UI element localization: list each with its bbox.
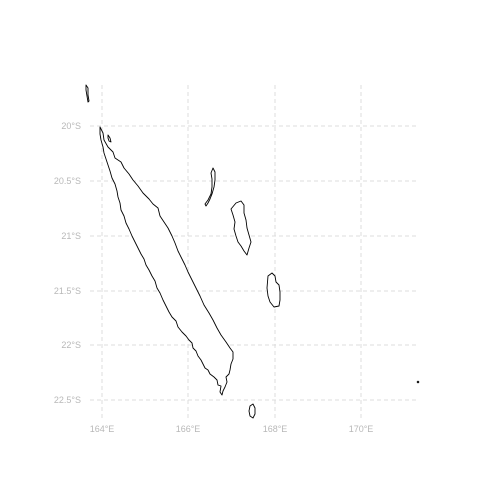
isle-of-pines <box>249 404 255 418</box>
lon-label: 164°E <box>90 424 115 434</box>
belep-islet <box>86 85 89 102</box>
grande-terre <box>100 127 233 395</box>
lon-label: 170°E <box>349 424 374 434</box>
lat-label: 20°S <box>61 121 81 131</box>
lon-label: 166°E <box>176 424 201 434</box>
lon-label: 168°E <box>263 424 288 434</box>
lifou <box>231 201 251 255</box>
lat-label: 20.5°S <box>54 176 81 186</box>
graticule <box>90 85 418 418</box>
walpole-dot <box>417 381 419 383</box>
lat-label: 21.5°S <box>54 286 81 296</box>
coastlines <box>86 85 419 418</box>
ouvea <box>205 168 215 206</box>
mare <box>267 273 280 307</box>
lat-label: 22°S <box>61 340 81 350</box>
lat-label: 21°S <box>61 231 81 241</box>
lat-labels: 20°S 20.5°S 21°S 21.5°S 22°S 22.5°S <box>54 121 81 405</box>
lat-label: 22.5°S <box>54 395 81 405</box>
north-islet <box>108 135 111 142</box>
lon-labels: 164°E 166°E 168°E 170°E <box>90 424 374 434</box>
